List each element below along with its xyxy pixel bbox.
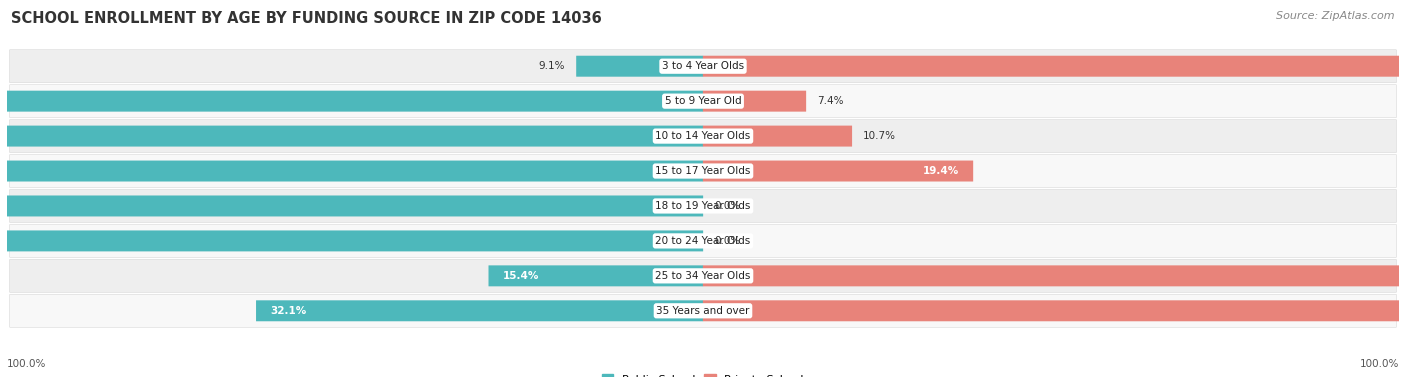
- FancyBboxPatch shape: [10, 190, 1396, 222]
- FancyBboxPatch shape: [703, 56, 1406, 77]
- FancyBboxPatch shape: [703, 90, 806, 112]
- Text: 32.1%: 32.1%: [270, 306, 307, 316]
- FancyBboxPatch shape: [576, 56, 703, 77]
- FancyBboxPatch shape: [488, 265, 703, 287]
- FancyBboxPatch shape: [703, 126, 852, 147]
- FancyBboxPatch shape: [10, 294, 1396, 327]
- Text: 5 to 9 Year Old: 5 to 9 Year Old: [665, 96, 741, 106]
- FancyBboxPatch shape: [10, 85, 1396, 118]
- Text: 19.4%: 19.4%: [922, 166, 959, 176]
- Text: SCHOOL ENROLLMENT BY AGE BY FUNDING SOURCE IN ZIP CODE 14036: SCHOOL ENROLLMENT BY AGE BY FUNDING SOUR…: [11, 11, 602, 26]
- Text: 10 to 14 Year Olds: 10 to 14 Year Olds: [655, 131, 751, 141]
- Text: 7.4%: 7.4%: [817, 96, 844, 106]
- Text: 9.1%: 9.1%: [538, 61, 565, 71]
- Text: 3 to 4 Year Olds: 3 to 4 Year Olds: [662, 61, 744, 71]
- FancyBboxPatch shape: [10, 50, 1396, 83]
- Text: 20 to 24 Year Olds: 20 to 24 Year Olds: [655, 236, 751, 246]
- FancyBboxPatch shape: [10, 120, 1396, 153]
- Legend: Public School, Private School: Public School, Private School: [598, 370, 808, 377]
- Text: 15 to 17 Year Olds: 15 to 17 Year Olds: [655, 166, 751, 176]
- FancyBboxPatch shape: [703, 265, 1406, 287]
- Text: 100.0%: 100.0%: [7, 359, 46, 369]
- FancyBboxPatch shape: [10, 224, 1396, 257]
- Text: 10.7%: 10.7%: [863, 131, 896, 141]
- Text: 0.0%: 0.0%: [714, 201, 741, 211]
- FancyBboxPatch shape: [703, 161, 973, 181]
- Text: 15.4%: 15.4%: [502, 271, 538, 281]
- Text: 25 to 34 Year Olds: 25 to 34 Year Olds: [655, 271, 751, 281]
- Text: 0.0%: 0.0%: [714, 236, 741, 246]
- FancyBboxPatch shape: [256, 300, 703, 321]
- FancyBboxPatch shape: [0, 90, 703, 112]
- Text: 18 to 19 Year Olds: 18 to 19 Year Olds: [655, 201, 751, 211]
- FancyBboxPatch shape: [10, 155, 1396, 187]
- FancyBboxPatch shape: [703, 300, 1406, 321]
- Text: 35 Years and over: 35 Years and over: [657, 306, 749, 316]
- Text: 100.0%: 100.0%: [1360, 359, 1399, 369]
- Text: Source: ZipAtlas.com: Source: ZipAtlas.com: [1277, 11, 1395, 21]
- FancyBboxPatch shape: [0, 196, 703, 216]
- FancyBboxPatch shape: [0, 230, 703, 251]
- FancyBboxPatch shape: [0, 126, 703, 147]
- FancyBboxPatch shape: [10, 259, 1396, 292]
- FancyBboxPatch shape: [0, 161, 703, 181]
